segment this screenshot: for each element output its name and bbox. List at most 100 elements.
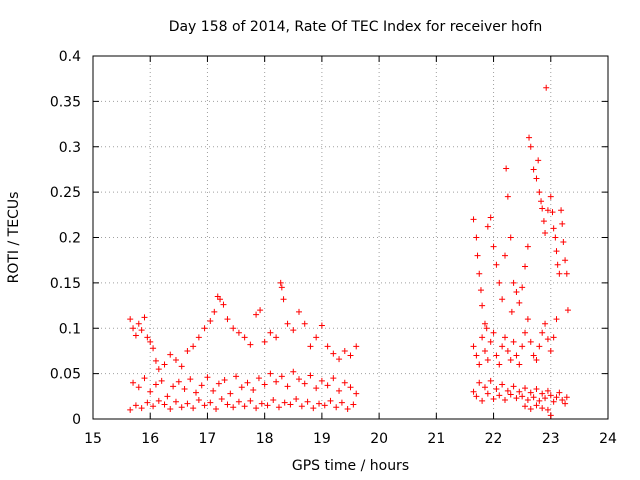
data-point [510, 279, 517, 286]
data-point [127, 316, 134, 323]
data-point [155, 366, 162, 373]
data-point [267, 329, 274, 336]
data-point [172, 398, 179, 405]
data-point [540, 218, 547, 225]
data-point [473, 352, 480, 359]
data-point [130, 325, 137, 332]
data-point [524, 316, 531, 323]
y-tick-label: 0.3 [59, 140, 81, 156]
data-point [553, 316, 560, 323]
data-point [507, 234, 514, 241]
data-point [510, 383, 517, 390]
data-point [539, 390, 546, 397]
data-point [227, 390, 234, 397]
data-point [552, 234, 559, 241]
data-point [562, 400, 569, 407]
data-point [533, 386, 540, 393]
y-tick-label: 0.25 [50, 185, 81, 201]
x-tick-label: 24 [599, 431, 617, 447]
data-points [127, 84, 571, 419]
data-point [536, 189, 543, 196]
data-point [539, 405, 546, 412]
data-point [473, 234, 480, 241]
data-point [198, 382, 205, 389]
data-point [204, 374, 211, 381]
data-point [316, 400, 323, 407]
y-tick-label: 0.35 [50, 94, 81, 110]
data-point [484, 357, 491, 364]
data-point [490, 243, 497, 250]
data-point [344, 406, 351, 413]
data-point [224, 316, 231, 323]
y-tick-label: 0.15 [50, 276, 81, 292]
data-point [564, 307, 571, 314]
data-point [507, 391, 514, 398]
x-tick-label: 15 [84, 431, 102, 447]
data-point [519, 284, 526, 291]
x-tick-label: 16 [141, 431, 159, 447]
data-point [158, 377, 165, 384]
data-point [336, 387, 343, 394]
data-point [277, 279, 284, 286]
data-point [350, 401, 357, 408]
data-point [213, 406, 220, 413]
data-point [324, 382, 331, 389]
data-point [477, 287, 484, 294]
data-point [524, 396, 531, 403]
data-point [522, 263, 529, 270]
data-point [313, 334, 320, 341]
data-point [215, 380, 222, 387]
y-tick-label: 0.4 [59, 49, 81, 65]
data-point [275, 404, 282, 411]
data-point [187, 376, 194, 383]
data-point [542, 395, 549, 402]
data-point [484, 390, 491, 397]
data-point [211, 308, 218, 315]
data-point [542, 229, 549, 236]
data-point [539, 205, 546, 212]
data-point [563, 270, 570, 277]
data-point [522, 385, 529, 392]
data-point [490, 329, 497, 336]
data-point [132, 332, 139, 339]
data-point [481, 347, 488, 354]
data-point [474, 252, 481, 259]
data-point [257, 307, 264, 314]
data-point [544, 336, 551, 343]
data-point [519, 343, 526, 350]
data-point [178, 363, 185, 370]
data-point [296, 308, 302, 315]
data-point [493, 352, 500, 359]
data-point [261, 338, 268, 345]
y-tick-label: 0 [72, 412, 81, 428]
data-point [516, 361, 523, 368]
data-point [547, 193, 554, 200]
data-point [201, 325, 208, 332]
data-point [244, 379, 251, 386]
data-point [235, 398, 242, 405]
data-point [516, 299, 523, 306]
data-point [553, 248, 560, 255]
data-point [255, 375, 262, 382]
data-point [296, 376, 302, 383]
data-point [313, 385, 320, 392]
plot-frame [92, 55, 609, 420]
data-point [479, 302, 486, 309]
data-point [287, 401, 294, 408]
data-point [504, 347, 511, 354]
data-point [553, 394, 560, 401]
data-point [330, 350, 337, 357]
chart-title: Day 158 of 2014, Rate Of TEC Index for r… [169, 19, 543, 35]
data-point [207, 317, 214, 324]
data-point [230, 325, 237, 332]
data-point [547, 392, 554, 399]
data-point [284, 383, 291, 390]
data-point [327, 397, 334, 404]
data-point [473, 393, 480, 400]
data-point [487, 214, 494, 221]
data-point [479, 334, 486, 341]
data-point [241, 334, 248, 341]
data-point [524, 243, 531, 250]
data-point [273, 334, 280, 341]
data-point [238, 384, 245, 391]
